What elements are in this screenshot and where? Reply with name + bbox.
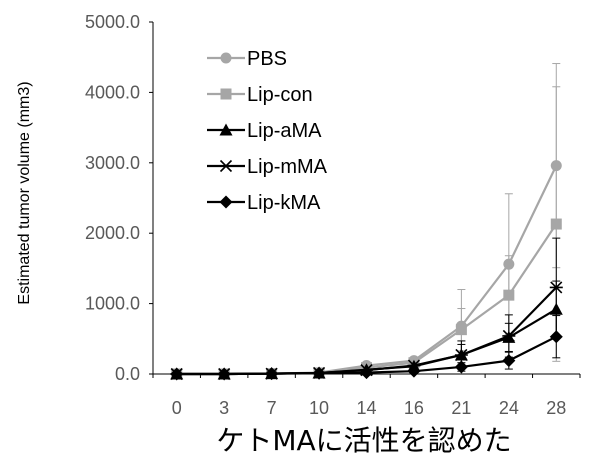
y-tick-label: 4000.0 [85, 82, 140, 102]
x-tick-label: 16 [404, 398, 424, 418]
data-point-lip-con [455, 324, 467, 336]
y-tick-label: 0.0 [115, 364, 140, 384]
y-tick-label: 2000.0 [85, 223, 140, 243]
data-point-lip-con [503, 289, 515, 301]
series-line-pbs [176, 165, 558, 376]
data-point-lip-kma [549, 330, 563, 344]
x-tick-label: 14 [356, 398, 376, 418]
y-axis-label: Estimated tumor volume (mm3) [16, 81, 33, 304]
data-point-lip-kma [360, 366, 373, 380]
y-tick-label: 5000.0 [85, 12, 140, 32]
data-point-lip-con [550, 218, 562, 230]
x-tick-label: 21 [451, 398, 471, 418]
legend-marker [219, 123, 233, 136]
legend-label: Lip-con [247, 84, 313, 106]
y-tick-label: 3000.0 [85, 153, 140, 173]
data-point-lip-kma [312, 366, 326, 380]
data-point-lip-mma [549, 281, 563, 294]
legend-label: Lip-aMA [247, 120, 322, 142]
x-tick-label: 0 [172, 398, 182, 418]
data-point-pbs [550, 160, 562, 172]
legend-marker [219, 195, 233, 209]
legend-marker [220, 88, 232, 100]
data-point-lip-kma [502, 354, 516, 368]
data-point-lip-kma [170, 367, 184, 381]
x-tick-label: 7 [267, 398, 277, 418]
x-tick-label: 10 [309, 398, 329, 418]
caption: ケトMAに活性を認めた [216, 424, 511, 457]
y-tick-label: 1000.0 [85, 294, 140, 314]
data-point-lip-kma [265, 367, 279, 381]
data-point-lip-kma [217, 367, 231, 381]
data-point-lip-kma [407, 364, 421, 378]
legend-marker [219, 159, 233, 173]
data-point-pbs [503, 258, 515, 270]
series-line-lip-con [176, 223, 558, 376]
x-tick-label: 28 [546, 398, 566, 418]
legend-label: Lip-kMA [247, 192, 321, 214]
data-point-lip-mma [454, 348, 468, 362]
legend-label: PBS [247, 48, 287, 70]
legend-marker [220, 52, 232, 64]
legend-label: Lip-mMA [247, 156, 328, 178]
data-point-lip-ama [549, 302, 563, 315]
data-point-lip-mma [502, 329, 516, 343]
x-tick-label: 3 [219, 398, 229, 418]
x-tick-label: 24 [499, 398, 519, 418]
data-point-lip-kma [454, 360, 468, 374]
